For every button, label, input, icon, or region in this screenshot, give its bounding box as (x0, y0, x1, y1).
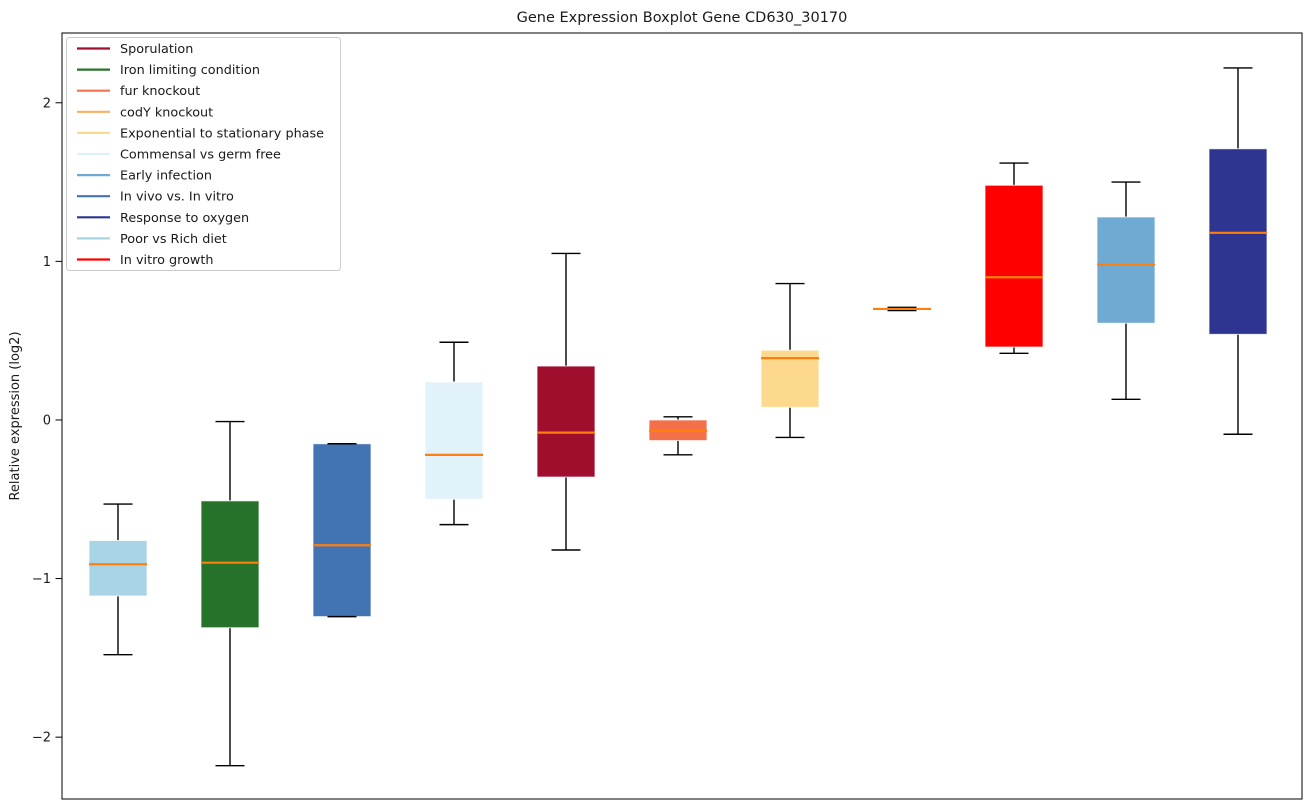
box-rect (760, 349, 820, 408)
y-axis-label: Relative expression (log2) (8, 331, 23, 500)
y-tick-label: 2 (43, 96, 51, 111)
legend-item: Exponential to stationary phase (77, 126, 324, 141)
legend-item: In vivo vs. In vitro (77, 190, 234, 205)
legend-label: Sporulation (120, 42, 193, 57)
legend-item: Commensal vs germ free (77, 148, 281, 163)
legend-item: codY knockout (77, 105, 213, 120)
box-group (536, 252, 596, 551)
box-rect (536, 365, 596, 478)
box-rect (984, 184, 1044, 348)
legend-label: Response to oxygen (120, 211, 249, 226)
y-tick-label: −1 (32, 572, 51, 587)
legend-item: Early infection (77, 169, 212, 184)
box-group (760, 282, 820, 439)
box-group (1208, 67, 1268, 435)
legend-item: Poor vs Rich diet (77, 232, 227, 247)
legend-item: Response to oxygen (77, 211, 249, 226)
legend-label: Commensal vs germ free (120, 148, 281, 163)
legend-label: In vitro growth (120, 253, 214, 268)
box-rect (312, 443, 372, 618)
legend-item: fur knockout (77, 84, 200, 99)
legend-label: Poor vs Rich diet (120, 232, 227, 247)
box-rect (1208, 148, 1268, 335)
box-rect (424, 381, 484, 500)
box-group (872, 306, 932, 312)
box-group (312, 443, 372, 618)
legend-item: In vitro growth (77, 253, 214, 268)
box-rect (200, 500, 260, 629)
box-rect (1096, 216, 1156, 324)
legend-label: Early infection (120, 169, 212, 184)
plot-area (61, 32, 1303, 800)
boxes-layer (88, 67, 1268, 767)
legend-item: Iron limiting condition (77, 63, 260, 78)
box-group (984, 162, 1044, 355)
legend-label: codY knockout (120, 105, 213, 120)
legend-label: In vivo vs. In vitro (120, 190, 234, 205)
legend-label: Iron limiting condition (120, 63, 260, 78)
box-group (200, 420, 260, 767)
y-tick-label: 0 (43, 413, 51, 428)
box-group (648, 416, 708, 456)
legend-frame (66, 37, 341, 271)
legend: Sporulation Iron limiting condition fur kn… (66, 37, 341, 271)
y-axis-ticks: −2 −1 0 1 2 (32, 96, 62, 746)
box-group (88, 503, 148, 656)
legend-label: Exponential to stationary phase (120, 126, 324, 141)
box-group (1096, 181, 1156, 401)
chart-title: Gene Expression Boxplot Gene CD630_30170 (517, 10, 848, 26)
legend-label: fur knockout (120, 84, 200, 99)
legend-item: Sporulation (77, 42, 193, 57)
y-tick-label: 1 (43, 255, 51, 270)
y-tick-label: −2 (32, 731, 51, 746)
box-group (424, 341, 484, 526)
box-rect (88, 539, 148, 597)
